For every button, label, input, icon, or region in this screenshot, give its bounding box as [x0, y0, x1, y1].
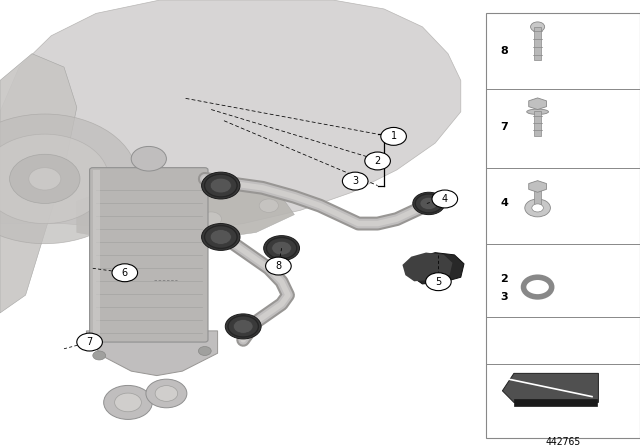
- Polygon shape: [410, 253, 464, 284]
- Circle shape: [234, 319, 253, 333]
- Circle shape: [264, 236, 300, 261]
- Bar: [486, 13, 640, 438]
- Circle shape: [365, 152, 390, 170]
- Text: 8: 8: [275, 261, 282, 271]
- Text: 8: 8: [500, 47, 508, 56]
- Circle shape: [93, 351, 106, 360]
- Circle shape: [426, 273, 451, 291]
- Text: 2: 2: [374, 156, 381, 166]
- Bar: [534, 185, 541, 207]
- Circle shape: [198, 347, 211, 355]
- Circle shape: [342, 172, 368, 190]
- Circle shape: [77, 333, 102, 351]
- Circle shape: [272, 241, 291, 255]
- Circle shape: [532, 204, 543, 212]
- Polygon shape: [77, 170, 294, 241]
- Circle shape: [10, 154, 80, 203]
- Circle shape: [202, 172, 240, 199]
- Circle shape: [210, 230, 232, 244]
- Polygon shape: [529, 181, 547, 192]
- Text: 5: 5: [435, 277, 442, 287]
- FancyBboxPatch shape: [90, 168, 208, 342]
- Polygon shape: [0, 0, 461, 233]
- Text: 6: 6: [122, 268, 128, 278]
- Bar: [534, 111, 541, 136]
- Polygon shape: [86, 331, 218, 375]
- Text: 7: 7: [500, 122, 508, 133]
- Polygon shape: [403, 253, 452, 281]
- Text: 3: 3: [500, 293, 508, 302]
- Circle shape: [112, 264, 138, 282]
- Polygon shape: [0, 54, 77, 313]
- Circle shape: [210, 178, 232, 193]
- Text: 7: 7: [86, 337, 93, 347]
- Circle shape: [146, 379, 187, 408]
- Bar: [534, 27, 541, 60]
- Polygon shape: [529, 98, 547, 110]
- Circle shape: [525, 199, 550, 217]
- Circle shape: [420, 197, 438, 210]
- Circle shape: [259, 199, 278, 212]
- Circle shape: [172, 173, 187, 184]
- Ellipse shape: [131, 146, 166, 171]
- Circle shape: [29, 168, 61, 190]
- Ellipse shape: [531, 22, 545, 32]
- Polygon shape: [502, 373, 598, 402]
- Text: 1: 1: [390, 131, 397, 142]
- Circle shape: [0, 134, 109, 224]
- Ellipse shape: [527, 109, 548, 115]
- Circle shape: [136, 198, 159, 214]
- Circle shape: [524, 277, 552, 297]
- Bar: [514, 399, 598, 406]
- Text: 4: 4: [500, 198, 508, 208]
- Bar: [93, 170, 100, 340]
- Text: 442765: 442765: [545, 437, 581, 447]
- Circle shape: [201, 212, 221, 226]
- Circle shape: [202, 224, 240, 250]
- Circle shape: [432, 190, 458, 208]
- Circle shape: [155, 386, 178, 401]
- Circle shape: [225, 314, 261, 339]
- Circle shape: [266, 257, 291, 275]
- Circle shape: [381, 127, 406, 145]
- Circle shape: [0, 114, 138, 244]
- Circle shape: [104, 385, 152, 419]
- Text: 3: 3: [352, 176, 358, 186]
- Circle shape: [115, 393, 141, 412]
- Text: 2: 2: [500, 275, 508, 284]
- Circle shape: [413, 192, 445, 215]
- Text: 4: 4: [442, 194, 448, 204]
